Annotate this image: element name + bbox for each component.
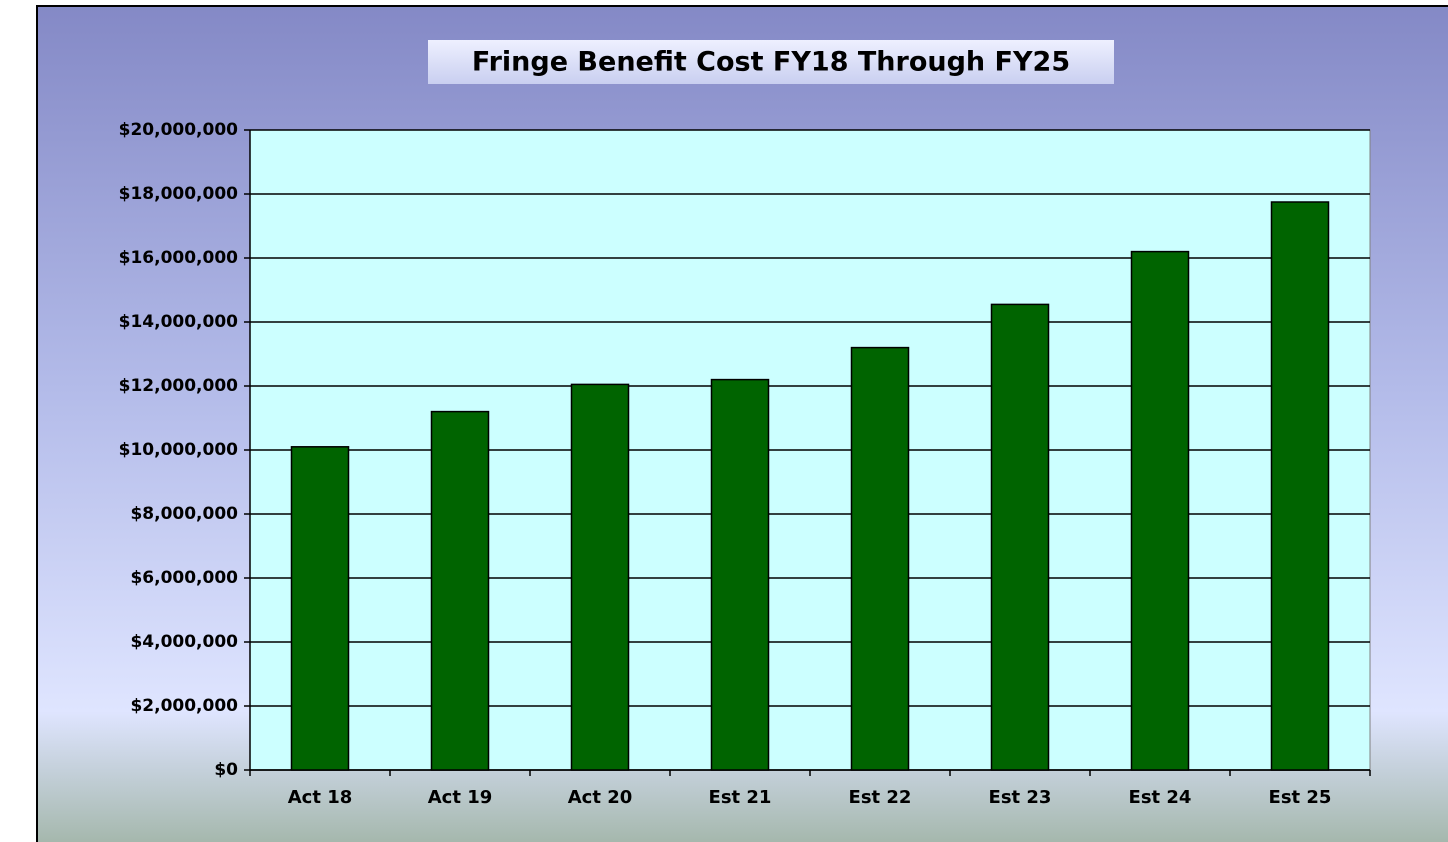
x-tick-label: Est 24 [1129, 787, 1192, 808]
bar [430, 410, 490, 771]
x-tick-label: Act 20 [568, 787, 633, 808]
bar [290, 446, 350, 771]
y-tick-label: $14,000,000 [119, 312, 239, 332]
y-tick-label: $2,000,000 [130, 696, 238, 716]
x-tick-label: Est 21 [709, 787, 772, 808]
chart-title: Fringe Benefit Cost FY18 Through FY25 [472, 47, 1070, 78]
bar [850, 346, 910, 771]
x-tick-label: Est 22 [849, 787, 912, 808]
bar [1130, 250, 1190, 771]
x-tick-label: Act 18 [288, 787, 353, 808]
bar [710, 378, 770, 771]
x-tick-label: Est 25 [1269, 787, 1332, 808]
bar [1270, 201, 1330, 771]
bar [990, 303, 1050, 771]
y-tick-label: $18,000,000 [119, 184, 239, 204]
y-tick-label: $20,000,000 [119, 120, 239, 140]
y-tick-label: $10,000,000 [119, 440, 239, 460]
x-tick-label: Act 19 [428, 787, 493, 808]
y-tick-label: $6,000,000 [130, 568, 238, 588]
y-tick-label: $12,000,000 [119, 376, 239, 396]
y-tick-label: $0 [214, 760, 238, 780]
y-tick-label: $4,000,000 [130, 632, 238, 652]
y-tick-label: $8,000,000 [130, 504, 238, 524]
title-box [428, 40, 1114, 84]
y-tick-label: $16,000,000 [119, 248, 239, 268]
bar [570, 383, 630, 771]
x-tick-label: Est 23 [989, 787, 1052, 808]
